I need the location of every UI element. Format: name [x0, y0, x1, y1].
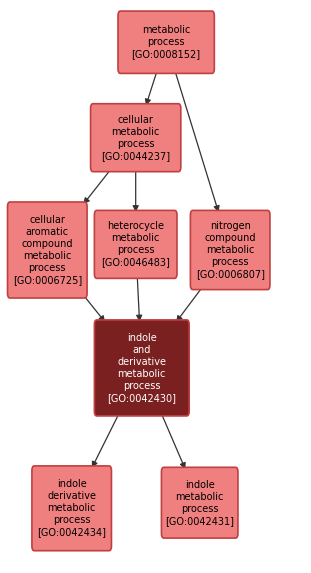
Text: cellular
metabolic
process
[GO:0044237]: cellular metabolic process [GO:0044237] [101, 115, 170, 160]
FancyBboxPatch shape [91, 104, 181, 172]
Text: indole
metabolic
process
[GO:0042431]: indole metabolic process [GO:0042431] [165, 480, 234, 525]
Text: cellular
aromatic
compound
metabolic
process
[GO:0006725]: cellular aromatic compound metabolic pro… [13, 215, 82, 285]
FancyBboxPatch shape [190, 210, 270, 289]
Text: heterocycle
metabolic
process
[GO:0046483]: heterocycle metabolic process [GO:004648… [101, 221, 170, 268]
Text: metabolic
process
[GO:0008152]: metabolic process [GO:0008152] [132, 25, 201, 59]
FancyBboxPatch shape [32, 466, 111, 551]
FancyBboxPatch shape [161, 468, 238, 538]
FancyBboxPatch shape [7, 202, 87, 298]
Text: nitrogen
compound
metabolic
process
[GO:0006807]: nitrogen compound metabolic process [GO:… [196, 221, 265, 279]
FancyBboxPatch shape [118, 11, 214, 73]
FancyBboxPatch shape [95, 210, 177, 278]
Text: indole
and
derivative
metabolic
process
[GO:0042430]: indole and derivative metabolic process … [107, 333, 176, 403]
Text: indole
derivative
metabolic
process
[GO:0042434]: indole derivative metabolic process [GO:… [37, 479, 106, 537]
FancyBboxPatch shape [95, 320, 189, 416]
